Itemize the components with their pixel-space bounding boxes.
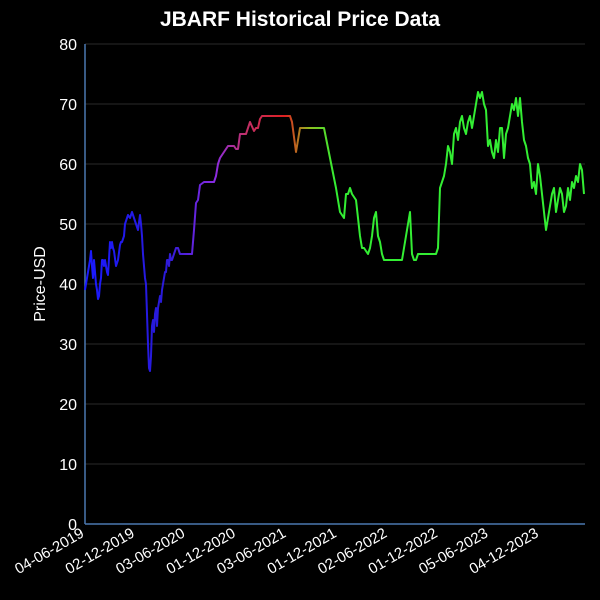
y-tick-label: 50 [59,217,77,234]
price-line [84,91,585,372]
y-axis-ticks: 0 10 20 30 40 50 60 70 80 [59,37,77,534]
y-axis-label: Price-USD [32,246,49,322]
y-tick-label: 60 [59,157,77,174]
y-tick-label: 20 [59,397,77,414]
y-tick-label: 80 [59,37,77,54]
y-tick-label: 0 [68,517,77,534]
y-tick-label: 30 [59,337,77,354]
gridlines [85,43,585,465]
y-tick-label: 40 [59,277,77,294]
chart-title: JBARF Historical Price Data [159,8,441,31]
y-tick-label: 70 [59,97,77,114]
x-axis-ticks: 04-06-201902-12-201903-06-202001-12-2020… [12,525,541,578]
y-tick-label: 10 [59,457,77,474]
